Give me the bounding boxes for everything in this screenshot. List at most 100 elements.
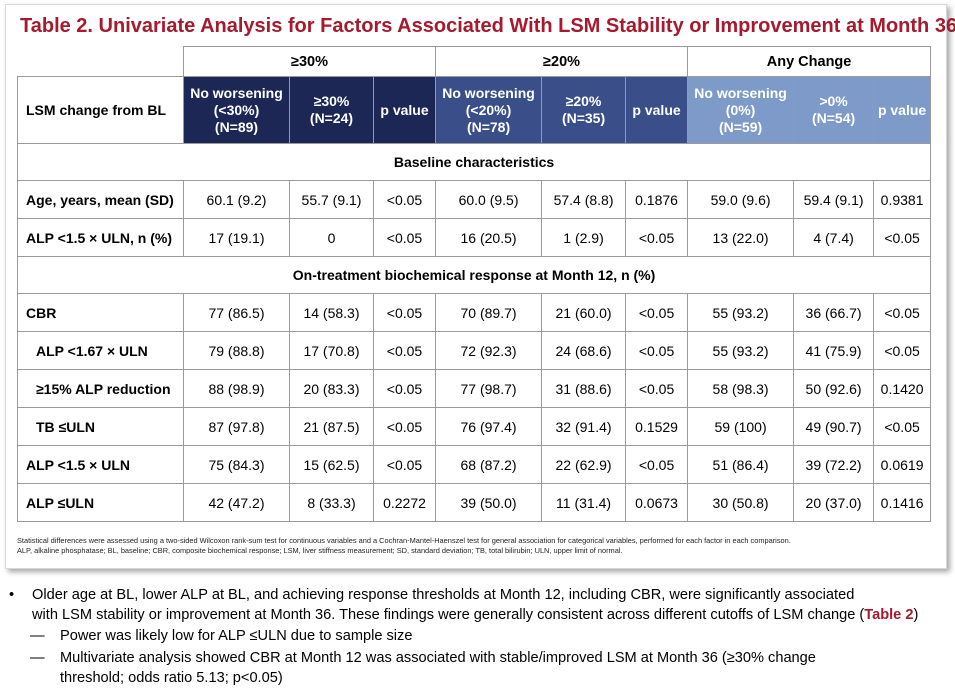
row-label: CBR [17, 293, 184, 332]
table-cell: <0.05 [873, 218, 932, 257]
table-cell: 51 (86.4) [687, 445, 795, 484]
sub-bullet-2: — Multivariate analysis showed CBR at Mo… [30, 648, 816, 688]
table-cell: 79 (88.8) [183, 331, 290, 370]
table-cell: 30 (50.8) [687, 483, 795, 522]
group-20: ≥20% [435, 46, 689, 77]
table-cell: 31 (88.6) [541, 369, 627, 408]
table-cell: <0.05 [873, 293, 932, 332]
table-cell: 13 (22.0) [687, 218, 795, 257]
col-header: p value [873, 76, 932, 144]
table-row: CBR 77 (86.5) 14 (58.3) <0.05 70 (89.7) 21 (6… [17, 293, 932, 332]
table-cell: 77 (98.7) [435, 369, 543, 408]
table-cell: 39 (72.2) [793, 445, 875, 484]
table-cell: 15 (62.5) [289, 445, 374, 484]
table-cell: 0.1416 [873, 483, 932, 522]
row-label: ALP ≤ULN [17, 483, 184, 522]
table-footnote: Statistical differences were assessed us… [17, 536, 791, 556]
table-reference: Table 2 [864, 607, 914, 623]
table-cell: 21 (87.5) [289, 407, 374, 446]
table-cell: <0.05 [625, 331, 689, 370]
table-cell: 0.1420 [873, 369, 932, 408]
table-cell: <0.05 [372, 293, 437, 332]
table-cell: 0.0619 [873, 445, 932, 484]
table-cell: 42 (47.2) [183, 483, 290, 522]
table-cell: 59.4 (9.1) [793, 180, 875, 219]
table-cell: 20 (83.3) [289, 369, 374, 408]
column-header-row: LSM change from BL No worsening (<30%) (N=… [17, 76, 932, 144]
group-30: ≥30% [182, 46, 437, 77]
table-cell: 22 (62.9) [541, 445, 627, 484]
table-cell: 17 (19.1) [183, 218, 290, 257]
table-cell: 0 [289, 218, 374, 257]
table-cell: 20 (37.0) [793, 483, 875, 522]
table-cell: 87 (97.8) [183, 407, 290, 446]
col-header: No worsening (0%) (N=59) [687, 76, 795, 144]
table-row: ≥15% ALP reduction 88 (98.9) 20 (83.3) <0.0… [17, 369, 932, 408]
results-table: ≥30% ≥20% Any Change LSM change from BL … [16, 46, 932, 522]
bullet-main: • Older age at BL, lower ALP at BL, and … [9, 585, 918, 625]
table-cell: 0.9381 [873, 180, 932, 219]
table-row: ALP <1.5 × ULN 75 (84.3) 15 (62.5) <0.05 68 … [17, 445, 932, 484]
table-row: TB ≤ULN 87 (97.8) 21 (87.5) <0.05 76 (97.4) 3… [17, 407, 932, 446]
sub-bullet-text: Multivariate analysis showed CBR at Mont… [60, 650, 816, 666]
table-cell: 0.1876 [625, 180, 689, 219]
table-cell: 57.4 (8.8) [541, 180, 627, 219]
bullet-marker: • [9, 587, 15, 603]
table-cell: 4 (7.4) [793, 218, 875, 257]
table-row: ALP ≤ULN 42 (47.2) 8 (33.3) 0.2272 39 (50.0)… [17, 483, 932, 522]
dash-marker: — [30, 628, 45, 644]
table-cell: 70 (89.7) [435, 293, 543, 332]
col-header: No worsening (<20%) (N=78) [435, 76, 543, 144]
footnote-line: ALP, alkaline phosphatase; BL, baseline;… [17, 546, 623, 555]
table-cell: 50 (92.6) [793, 369, 875, 408]
table-cell: 55.7 (9.1) [289, 180, 374, 219]
col-header: ≥20% (N=35) [541, 76, 627, 144]
table-cell: 60.0 (9.5) [435, 180, 543, 219]
table-cell: 0.2272 [372, 483, 437, 522]
table-cell: <0.05 [625, 293, 689, 332]
table-cell: 21 (60.0) [541, 293, 627, 332]
table-cell: 75 (84.3) [183, 445, 290, 484]
section-row: Baseline characteristics [16, 143, 932, 181]
table-row: ALP <1.5 × ULN, n (%) 17 (19.1) 0 <0.05 16 (… [17, 218, 932, 257]
table-cell: 58 (98.3) [687, 369, 795, 408]
table-cell: 16 (20.5) [435, 218, 543, 257]
corner-cell [17, 46, 184, 77]
section-row: On-treatment biochemical response at Mon… [16, 256, 932, 294]
table-cell: 59.0 (9.6) [687, 180, 795, 219]
table-cell: 41 (75.9) [793, 331, 875, 370]
row-label: TB ≤ULN [17, 407, 184, 446]
table-cell: 55 (93.2) [687, 331, 795, 370]
sub-bullet-text: Power was likely low for ALP ≤ULN due to… [60, 628, 413, 644]
table-cell: 68 (87.2) [435, 445, 543, 484]
col-header: No worsening (<30%) (N=89) [183, 76, 290, 144]
table-cell: 0.1529 [625, 407, 689, 446]
table-cell: <0.05 [372, 331, 437, 370]
section-ontreatment: On-treatment biochemical response at Mon… [16, 256, 932, 294]
row-label-header: LSM change from BL [17, 76, 184, 144]
table-cell: 39 (50.0) [435, 483, 543, 522]
sub-bullet-text: threshold; odds ratio 5.13; p<0.05) [60, 670, 283, 686]
table-cell: <0.05 [372, 218, 437, 257]
section-baseline: Baseline characteristics [16, 143, 932, 181]
bullet-text: Older age at BL, lower ALP at BL, and ac… [32, 587, 855, 603]
table-cell: 14 (58.3) [289, 293, 374, 332]
col-header: p value [372, 76, 437, 144]
table-cell: <0.05 [873, 407, 932, 446]
col-header: ≥30% (N=24) [289, 76, 374, 144]
table-cell: <0.05 [372, 180, 437, 219]
table-cell: 24 (68.6) [541, 331, 627, 370]
table-cell: <0.05 [372, 407, 437, 446]
table-cell: <0.05 [372, 445, 437, 484]
table-cell: 49 (90.7) [793, 407, 875, 446]
group-any: Any Change [687, 46, 932, 77]
table-cell: <0.05 [625, 218, 689, 257]
row-label: ≥15% ALP reduction [17, 369, 184, 408]
col-header: >0% (N=54) [793, 76, 875, 144]
table-cell: 88 (98.9) [183, 369, 290, 408]
table-title: Table 2. Univariate Analysis for Factors… [20, 15, 955, 37]
table-cell: 1 (2.9) [541, 218, 627, 257]
table-cell: <0.05 [873, 331, 932, 370]
table-cell: 8 (33.3) [289, 483, 374, 522]
table-cell: 77 (86.5) [183, 293, 290, 332]
